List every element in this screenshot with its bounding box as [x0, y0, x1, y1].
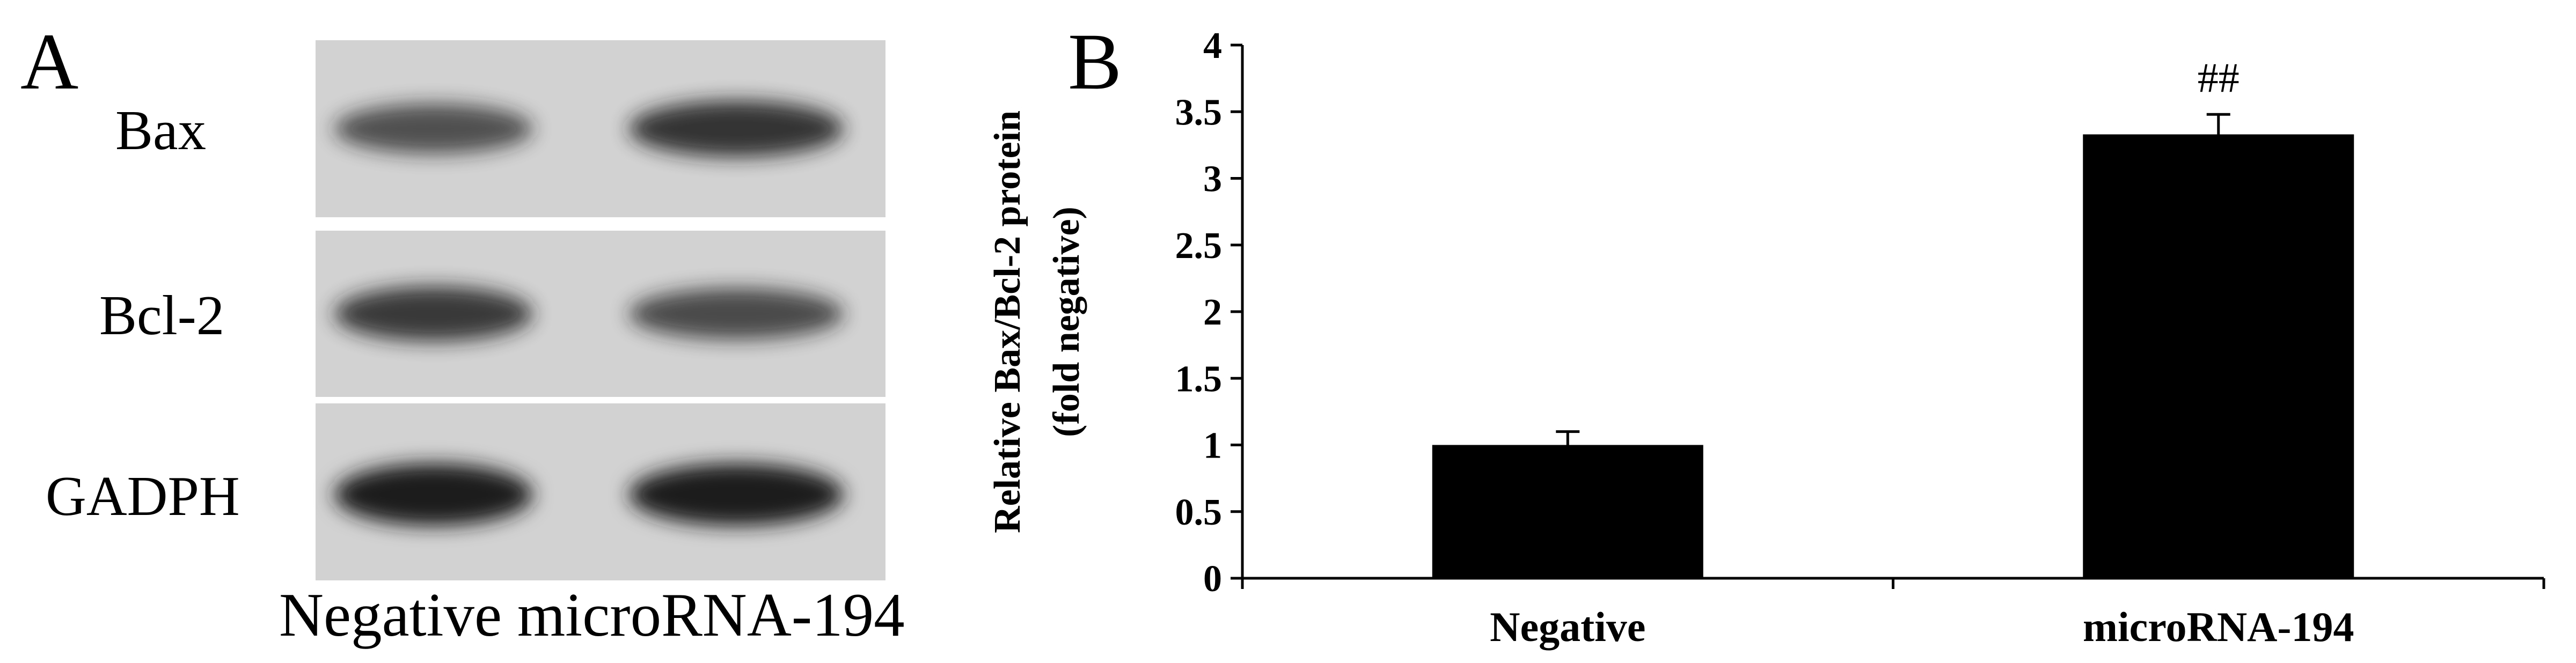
bar [2083, 134, 2354, 578]
y-axis-label-line1: Relative Bax/Bcl-2 protein [987, 110, 1028, 533]
bar-chart-panel: B Relative Bax/Bcl-2 protein (fold negat… [987, 17, 2545, 650]
blot-protein-label: Bax [115, 99, 206, 161]
bar [1432, 445, 1703, 578]
y-axis-label-line2: (fold negative) [1046, 207, 1087, 437]
x-category-label: microRNA-194 [2083, 603, 2354, 650]
plot-area: 0 0.5 1 1.5 2 2.5 3 3.5 4 Negative ## microRNA-194 [1175, 25, 2545, 650]
panel-b-label: B [1068, 17, 1122, 106]
blot-band [629, 288, 844, 340]
y-tick-label: 2 [1203, 292, 1222, 333]
significance-annotation: ## [2198, 54, 2240, 101]
y-tick-label: 3 [1203, 159, 1222, 200]
y-tick-label: 0 [1203, 558, 1222, 600]
blot-band [334, 463, 533, 526]
western-blot-panel: A Bax Bcl-2 GADPH Negative microRNA-194 [20, 17, 905, 649]
blot-protein-label: GADPH [46, 465, 240, 527]
blot-band [334, 104, 533, 154]
y-tick-label: 0.5 [1175, 492, 1223, 533]
blot-band [629, 100, 844, 157]
lane-caption: Negative microRNA-194 [279, 581, 905, 649]
x-category-label: Negative [1490, 603, 1645, 650]
y-tick-label: 4 [1203, 25, 1222, 67]
blot-band [334, 286, 533, 342]
y-tick-label: 1.5 [1175, 358, 1223, 400]
blot-protein-label: Bcl-2 [99, 284, 224, 347]
panel-a-label: A [20, 17, 78, 106]
y-tick-label: 2.5 [1175, 225, 1223, 267]
y-tick-label: 3.5 [1175, 92, 1223, 133]
blot-band [629, 463, 844, 526]
y-tick-label: 1 [1203, 425, 1222, 467]
